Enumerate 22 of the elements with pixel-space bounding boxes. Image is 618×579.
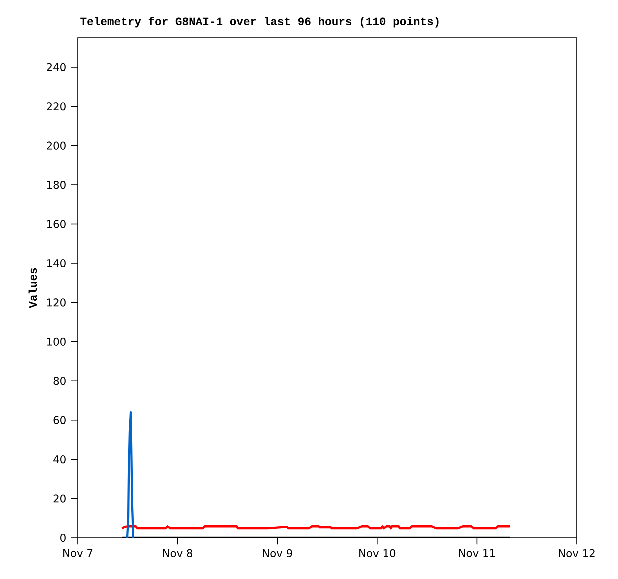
y-tick-label: 20 — [54, 494, 66, 503]
y-tick-label: 120 — [47, 298, 66, 307]
y-tick-label: 160 — [47, 220, 66, 228]
y-tick-label: 140 — [47, 259, 66, 268]
chart-title: Telemetry for G8NAI-1 over last 96 hours (110 points) — [80, 16, 439, 28]
y-tick-label: 180 — [47, 181, 66, 190]
y-tick-label: 80 — [54, 377, 66, 386]
y-axis-title: Values — [28, 268, 38, 308]
x-tick-label: Nov 12 — [559, 549, 595, 558]
x-tick-label: Nov 11 — [459, 549, 496, 558]
y-tick-label: 40 — [54, 456, 66, 464]
y-tick-label: 240 — [47, 63, 66, 72]
x-tick-label: Nov 10 — [360, 549, 396, 558]
x-tick-label: Nov 9 — [263, 549, 292, 558]
x-tick-label: Nov 7 — [64, 549, 93, 558]
y-tick-label: 200 — [47, 142, 66, 150]
line-series — [126, 411, 135, 538]
y-tick-label: 60 — [54, 416, 66, 424]
x-tick-label: Nov 8 — [163, 549, 193, 558]
y-tick-label: 0 — [60, 534, 66, 542]
y-tick-label: 220 — [47, 102, 66, 111]
y-tick-label: 100 — [47, 338, 66, 346]
